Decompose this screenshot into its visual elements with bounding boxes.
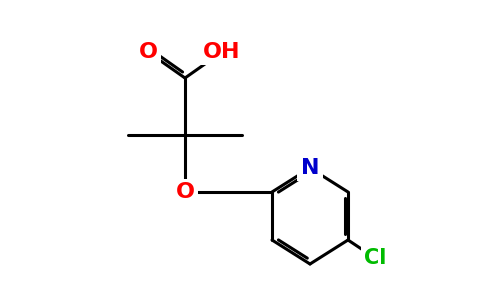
Text: N: N (301, 158, 319, 178)
Text: OH: OH (203, 42, 241, 62)
Text: O: O (176, 182, 195, 202)
Text: Cl: Cl (364, 248, 386, 268)
Text: O: O (138, 42, 157, 62)
